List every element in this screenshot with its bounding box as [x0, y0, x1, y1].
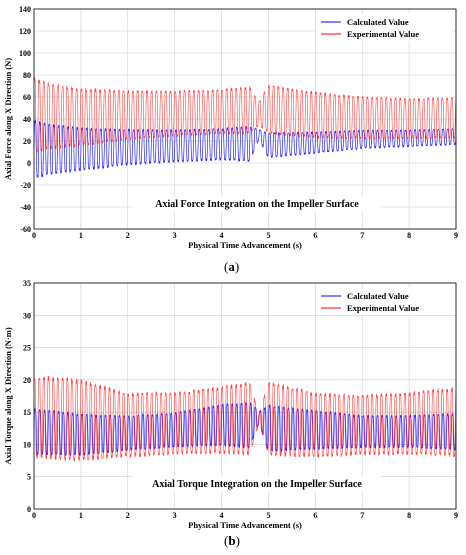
- legend-label: Experimental Value: [347, 303, 419, 313]
- series-experimental: [33, 375, 457, 462]
- y-tick-label: 25: [23, 344, 31, 353]
- x-tick-label: 6: [313, 511, 317, 520]
- y-tick-label: 140: [19, 5, 31, 14]
- series-experimental: [33, 77, 457, 153]
- x-tick-label: 2: [126, 231, 130, 240]
- x-tick-label: 0: [32, 231, 36, 240]
- chart-panel-a: 0 1 2 3 4 5 6 7 8 9 -60 -40 -20 0 20 40 60 80 100 120 140 Phy…: [3, 5, 458, 250]
- y-tick-label: 30: [23, 311, 31, 320]
- series-calculated: [33, 119, 457, 178]
- y-tick-label: 100: [19, 49, 31, 58]
- y-tick-label: 40: [23, 115, 31, 124]
- plot-frame: [33, 282, 457, 510]
- x-tick-label: 0: [32, 511, 36, 520]
- x-tick-label: 3: [173, 511, 177, 520]
- y-axis-title: Axial Force along X Direction (N): [3, 58, 13, 180]
- x-tick-label: 7: [360, 511, 364, 520]
- x-tick-label: 9: [454, 511, 458, 520]
- gridlines: [33, 282, 457, 510]
- x-tick-label: 3: [173, 231, 177, 240]
- legend-label: Experimental Value: [347, 29, 419, 39]
- series-line: [33, 375, 457, 462]
- y-tick-label: 15: [23, 408, 31, 417]
- series-line: [33, 77, 457, 153]
- y-tick-label: 60: [23, 93, 31, 102]
- y-tick-label: 80: [23, 71, 31, 80]
- y-tick-label: 0: [27, 159, 31, 168]
- x-tick-label: 1: [79, 511, 83, 520]
- annotation-background: [133, 476, 381, 491]
- y-tick-label: -60: [20, 225, 31, 234]
- legend-label: Calculated Value: [347, 17, 409, 27]
- x-tick-label: 9: [454, 231, 458, 240]
- y-tick-label: 120: [19, 27, 31, 36]
- legend-label: Calculated Value: [347, 291, 409, 301]
- y-tick-label: 20: [23, 137, 31, 146]
- legend-background: [317, 287, 452, 315]
- y-tick-label: -20: [20, 181, 31, 190]
- x-tick-label: 5: [266, 511, 270, 520]
- y-tick-label: 5: [27, 473, 31, 482]
- x-tick-label: 6: [313, 231, 317, 240]
- x-axis-title: Physical Time Advancement (s): [188, 520, 302, 530]
- y-tick-label: 20: [23, 376, 31, 385]
- series-line: [33, 401, 457, 457]
- plot-frame: [33, 8, 457, 230]
- y-tick-label: -40: [20, 203, 31, 212]
- x-axis-title: Physical Time Advancement (s): [188, 240, 302, 250]
- x-tick-label: 7: [360, 231, 364, 240]
- x-tick-label: 8: [407, 511, 411, 520]
- caption-b: (b): [224, 533, 240, 548]
- x-tick-label: 4: [220, 511, 224, 520]
- y-tick-label: 10: [23, 440, 31, 449]
- y-axis-title: Axial Torque along X Direction (N·m): [3, 327, 13, 465]
- y-tick-label: 35: [23, 279, 31, 288]
- x-tick-label: 5: [266, 231, 270, 240]
- annotation-background: [133, 196, 381, 211]
- annotation-text: Axial Force Integration on the Impeller …: [155, 199, 359, 210]
- x-tick-label: 2: [126, 511, 130, 520]
- annotation-text: Axial Torque Integration on the Impeller…: [152, 479, 362, 490]
- caption-a: (a): [224, 259, 240, 274]
- chart-panel-b: 0 1 2 3 4 5 6 7 8 9 0 5 10 15 20 25 30 35 Physical Time Ad…: [3, 279, 458, 530]
- x-tick-label: 4: [220, 231, 224, 240]
- x-tick-label: 1: [79, 231, 83, 240]
- series-line: [33, 119, 457, 178]
- x-tick-label: 8: [407, 231, 411, 240]
- series-calculated: [33, 401, 457, 457]
- legend-background: [317, 13, 452, 41]
- y-tick-label: 0: [27, 505, 31, 514]
